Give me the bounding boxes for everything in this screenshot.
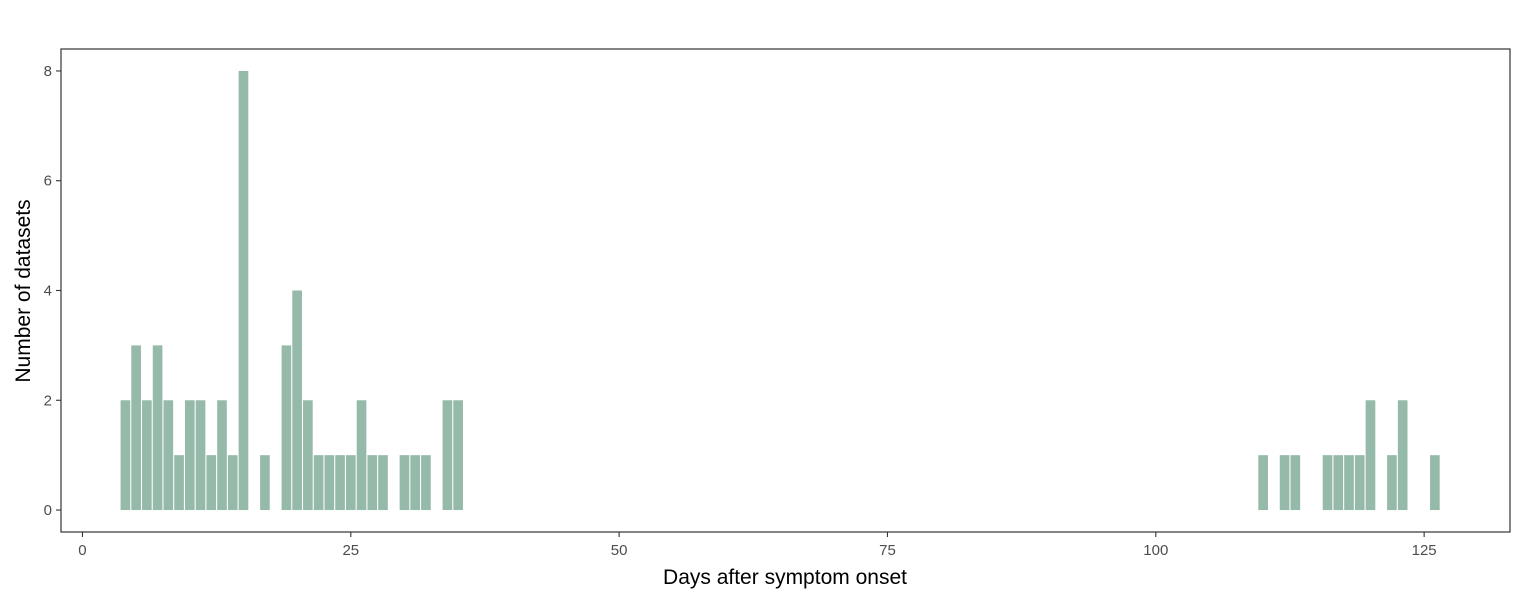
x-tick-label: 50 [611, 542, 628, 559]
bar [1333, 455, 1344, 511]
bar [399, 455, 410, 511]
bars-group [120, 70, 1440, 511]
bar [152, 345, 163, 511]
bar [1387, 455, 1397, 511]
bar [324, 455, 335, 511]
bar [1258, 455, 1268, 511]
bar [292, 290, 302, 511]
y-tick-label: 4 [44, 283, 52, 300]
y-axis-title: Number of datasets [12, 199, 35, 382]
x-tick-label: 125 [1412, 542, 1437, 559]
bar [421, 455, 431, 511]
bar [184, 400, 195, 511]
bar [1279, 455, 1290, 511]
bar [442, 400, 453, 511]
bar [1397, 400, 1408, 511]
bar [227, 455, 238, 511]
bar [313, 455, 324, 511]
bar [281, 345, 292, 511]
x-tick-label: 0 [78, 542, 86, 559]
x-tick-label: 25 [342, 542, 359, 559]
bar [367, 455, 378, 511]
x-axis-title: Days after symptom onset [663, 566, 907, 589]
x-axis: 0 25 50 75 100 125 [78, 532, 1437, 559]
bar [174, 455, 184, 511]
bar [453, 400, 463, 511]
bar [206, 455, 217, 511]
bar [1354, 455, 1365, 511]
bar [345, 455, 356, 511]
bar [195, 400, 206, 511]
bar [142, 400, 152, 511]
bar [238, 70, 249, 511]
bar [163, 400, 174, 511]
y-tick-label: 8 [44, 63, 52, 80]
y-axis: 0 2 4 6 8 [44, 63, 61, 519]
bar [217, 400, 227, 511]
bar [378, 455, 388, 511]
bar [410, 455, 421, 511]
x-tick-label: 100 [1143, 542, 1168, 559]
bar [335, 455, 345, 511]
y-tick-label: 2 [44, 392, 52, 409]
bar [260, 455, 270, 511]
bar [1365, 400, 1376, 511]
bar [1322, 455, 1333, 511]
bar [1430, 455, 1440, 511]
bar [131, 345, 141, 511]
bar [303, 400, 313, 511]
y-tick-label: 6 [44, 173, 52, 190]
bar [120, 400, 131, 511]
y-tick-label: 0 [44, 502, 52, 519]
bar [1344, 455, 1354, 511]
bar [356, 400, 367, 511]
bar [1290, 455, 1301, 511]
x-tick-label: 75 [879, 542, 896, 559]
